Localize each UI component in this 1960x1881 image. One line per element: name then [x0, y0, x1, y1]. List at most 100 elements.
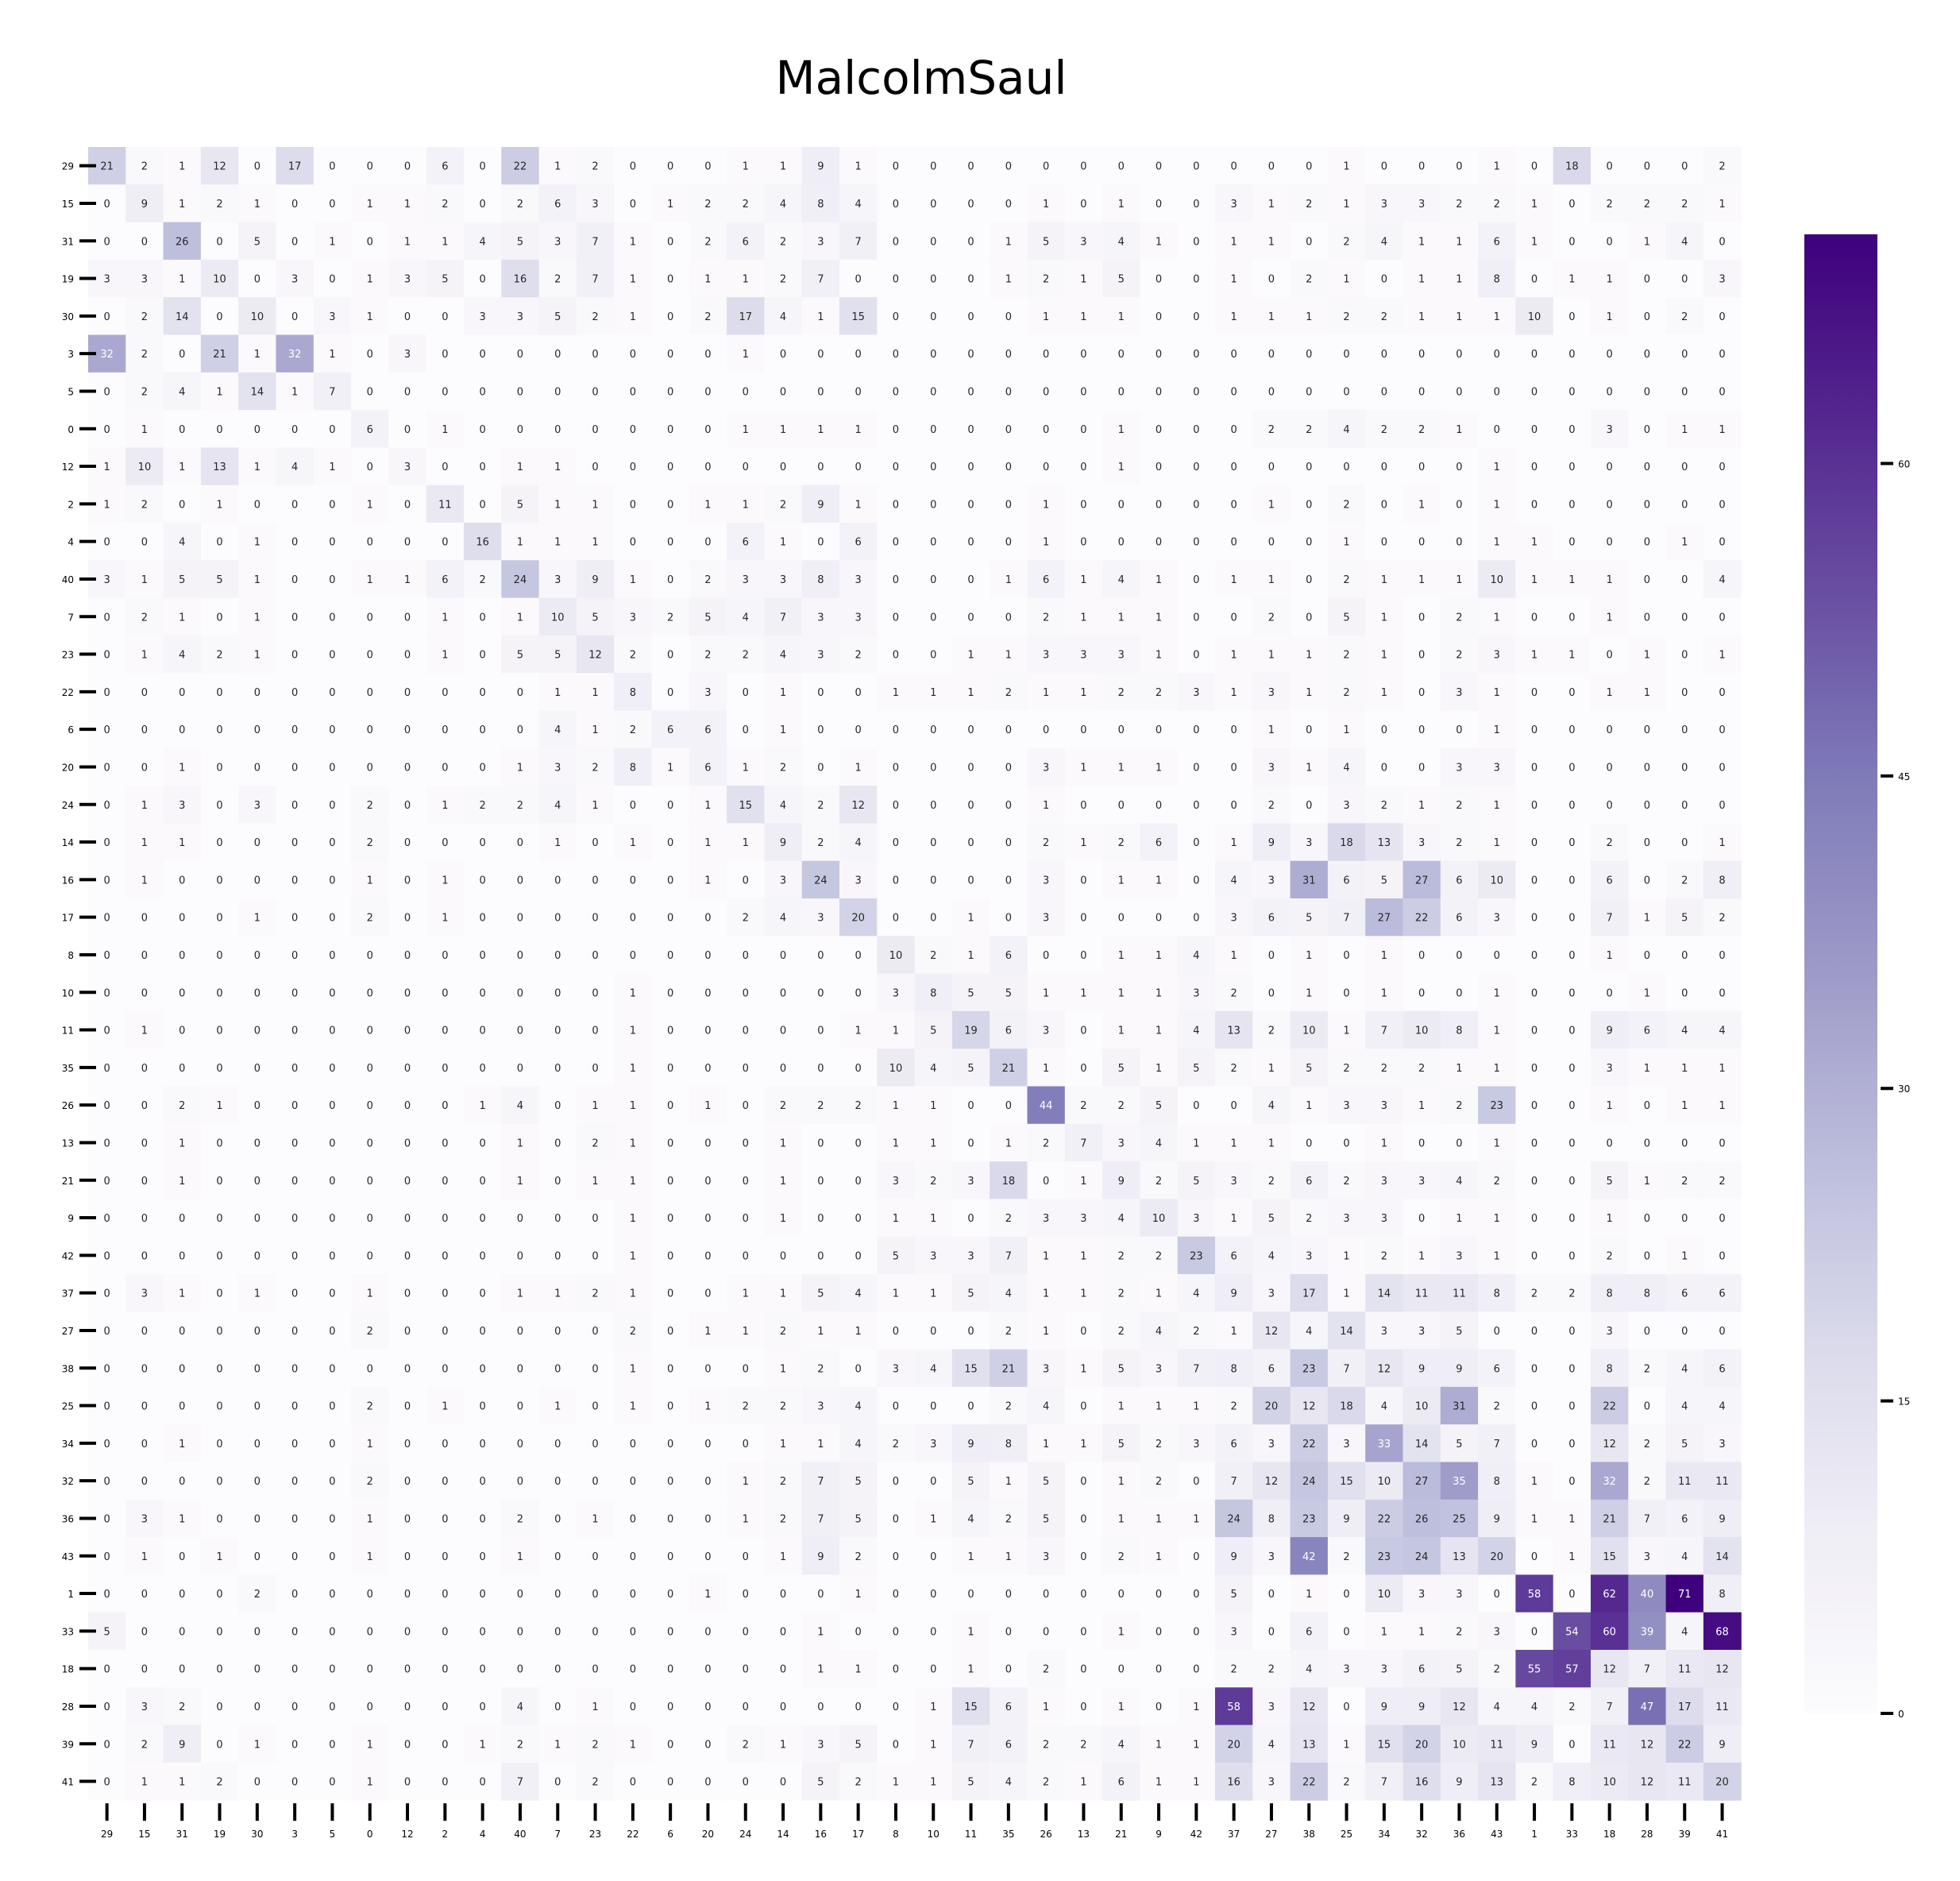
cell-value-label: 2 [1005, 1213, 1012, 1225]
heatmap-cell [313, 184, 352, 223]
cell-value-label: 1 [141, 800, 148, 812]
heatmap-cell [1102, 334, 1140, 373]
heatmap-cell [238, 410, 277, 448]
cell-value-label: 0 [667, 1701, 673, 1713]
cell-value-label: 1 [667, 199, 673, 211]
row-tick-label: 33 [62, 1626, 74, 1637]
row-tick-label: 39 [62, 1739, 74, 1750]
cell-value-label: 4 [1494, 1701, 1500, 1713]
cell-value-label: 0 [1118, 386, 1125, 398]
cell-value-label: 0 [1456, 537, 1462, 549]
cell-value-label: 0 [817, 687, 824, 699]
heatmap-cell [651, 222, 690, 261]
heatmap-cell [426, 334, 465, 373]
cell-value-label: 0 [1080, 1626, 1086, 1638]
heatmap-cell [163, 485, 202, 523]
heatmap-cell [163, 372, 202, 411]
cell-value-label: 6 [1231, 1439, 1237, 1450]
cell-value-label: 0 [480, 1288, 486, 1300]
cell-value-label: 12 [1302, 1701, 1316, 1713]
cell-value-label: 0 [254, 987, 260, 999]
cell-value-label: 0 [480, 161, 486, 173]
cell-value-label: 0 [554, 1063, 561, 1075]
cell-value-label: 1 [1381, 687, 1387, 699]
cell-value-label: 0 [1306, 800, 1312, 812]
heatmap-cell [801, 147, 840, 185]
cell-value-label: 0 [1381, 499, 1387, 511]
cell-value-label: 0 [104, 875, 110, 886]
cell-value-label: 0 [179, 424, 185, 436]
heatmap-cell [501, 673, 540, 712]
cell-value-label: 1 [780, 1288, 786, 1300]
cell-value-label: 0 [1531, 987, 1538, 999]
cell-value-label: 2 [1043, 837, 1049, 849]
cell-value-label: 0 [1531, 1551, 1538, 1563]
cell-value-label: 0 [967, 199, 974, 211]
heatmap-cell [1515, 372, 1554, 411]
heatmap-cell [1027, 673, 1066, 712]
cell-value-label: 9 [1418, 1701, 1425, 1713]
cell-value-label: 1 [967, 1664, 974, 1676]
cell-value-label: 0 [254, 1363, 260, 1375]
cell-value-label: 2 [930, 1176, 936, 1188]
cell-value-label: 1 [1607, 950, 1613, 962]
cell-value-label: 2 [1343, 311, 1349, 323]
cell-value-label: 0 [855, 349, 862, 361]
heatmap-cell [276, 297, 314, 336]
cell-value-label: 47 [1641, 1701, 1654, 1713]
cell-value-label: 0 [893, 800, 899, 812]
cell-value-label: 0 [216, 311, 222, 323]
cell-value-label: 4 [1681, 1551, 1688, 1563]
cell-value-label: 6 [1343, 875, 1349, 886]
cell-value-label: 0 [179, 1250, 185, 1262]
cell-value-label: 0 [1456, 462, 1462, 473]
cell-value-label: 0 [329, 1701, 335, 1713]
cell-value-label: 3 [817, 612, 824, 624]
heatmap-cell [464, 184, 502, 223]
cell-value-label: 5 [254, 236, 260, 248]
cell-value-label: 0 [104, 1777, 110, 1789]
cell-value-label: 0 [1231, 349, 1237, 361]
cell-value-label: 0 [1494, 424, 1500, 436]
cell-value-label: 0 [1156, 424, 1162, 436]
cell-value-label: 1 [743, 1513, 749, 1525]
cell-value-label: 2 [1494, 1664, 1500, 1676]
cell-value-label: 0 [480, 762, 486, 774]
cell-value-label: 0 [1306, 386, 1312, 398]
cell-value-label: 0 [630, 537, 636, 549]
heatmap-cell [764, 222, 803, 261]
cell-value-label: 9 [1118, 1176, 1125, 1188]
cell-value-label: 0 [667, 1326, 673, 1338]
cell-value-label: 0 [1681, 161, 1688, 173]
heatmap-cell [426, 372, 465, 411]
heatmap-cell [125, 410, 164, 448]
cell-value-label: 0 [1531, 1100, 1538, 1112]
heatmap-cell [426, 523, 465, 561]
cell-value-label: 1 [1681, 424, 1688, 436]
heatmap-cell [1478, 259, 1516, 298]
cell-value-label: 2 [1681, 875, 1688, 886]
cell-value-label: 1 [780, 424, 786, 436]
heatmap-cell [877, 222, 916, 261]
cell-value-label: 1 [141, 650, 148, 662]
cell-value-label: 15 [851, 311, 865, 323]
cell-value-label: 1 [1080, 1777, 1086, 1789]
heatmap-cell [1064, 297, 1103, 336]
cell-value-label: 9 [141, 199, 148, 211]
cell-value-label: 0 [1644, 724, 1650, 736]
cell-value-label: 15 [1603, 1551, 1616, 1563]
cell-value-label: 0 [1568, 1137, 1575, 1149]
heatmap-cell [538, 410, 577, 448]
heatmap-cell [651, 297, 690, 336]
cell-value-label: 4 [780, 311, 786, 323]
cell-value-label: 2 [1681, 311, 1688, 323]
cell-value-label: 1 [893, 1213, 899, 1225]
cell-value-label: 0 [1418, 161, 1425, 173]
cell-value-label: 0 [1418, 537, 1425, 549]
cell-value-label: 0 [817, 386, 824, 398]
cell-value-label: 0 [291, 1701, 298, 1713]
col-tick-label: 29 [101, 1829, 113, 1840]
cell-value-label: 0 [291, 1137, 298, 1149]
cell-value-label: 0 [967, 612, 974, 624]
cell-value-label: 1 [1193, 1701, 1199, 1713]
